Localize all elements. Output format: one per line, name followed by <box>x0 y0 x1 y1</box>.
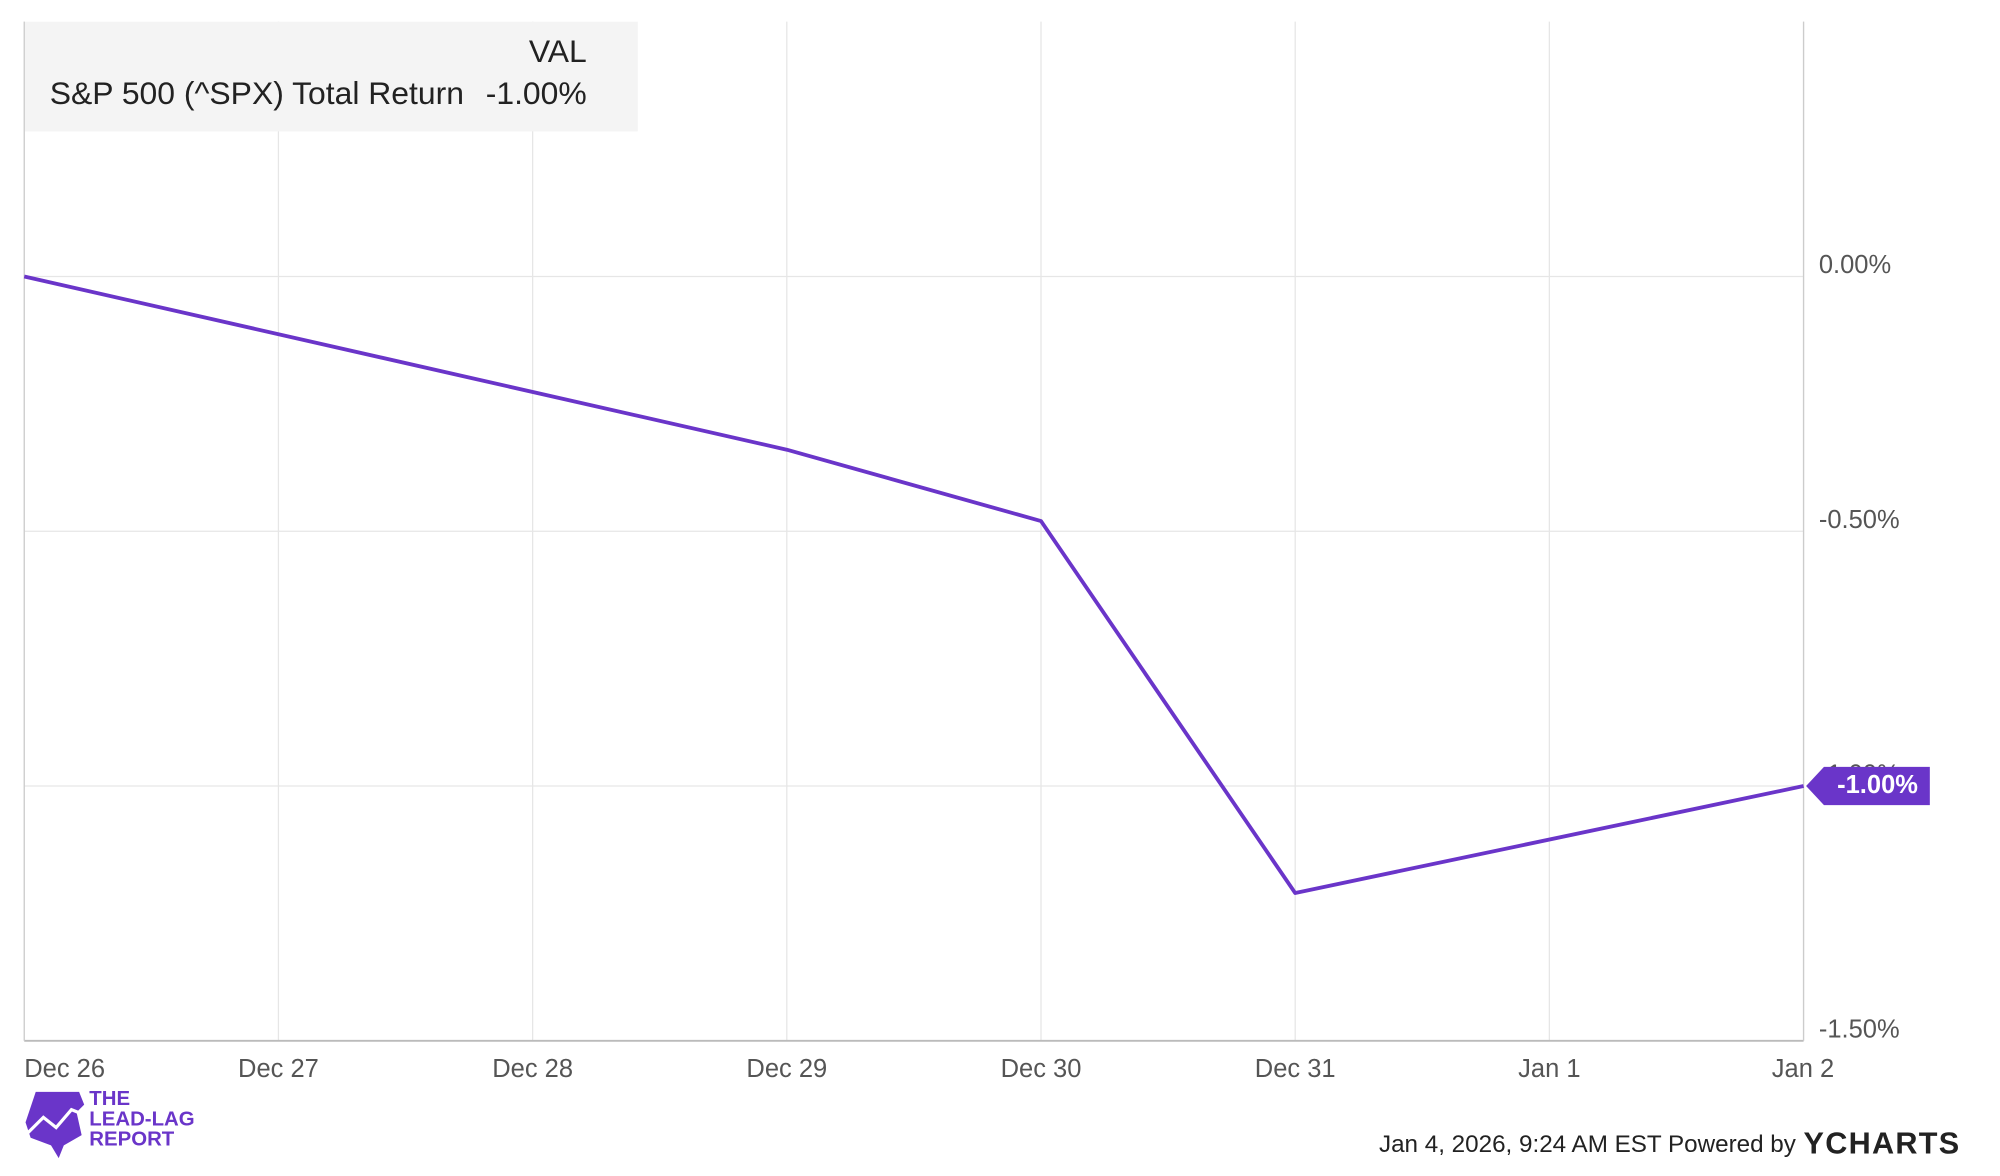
grid <box>23 21 1805 1042</box>
x-tick-label: Dec 26 <box>24 1055 105 1083</box>
y-tick-label: -0.50% <box>1819 506 1900 534</box>
logo-text: REPORT <box>89 1129 175 1151</box>
source-text: Jan 4, 2026, 9:24 AM EST Powered by <box>1379 1131 1797 1158</box>
logo-line <box>26 1107 85 1134</box>
logo-text: THE <box>89 1088 130 1110</box>
x-tick-label: Dec 28 <box>492 1055 573 1083</box>
legend-series-name: S&P 500 (^SPX) Total Return <box>50 75 464 111</box>
x-tick-label: Dec 29 <box>746 1055 827 1083</box>
x-tick-label: Dec 31 <box>1255 1055 1336 1083</box>
x-tick-label: Jan 1 <box>1518 1055 1580 1083</box>
brand: YCHARTS <box>1804 1126 1961 1160</box>
logo-text: LEAD-LAG <box>89 1108 194 1130</box>
y-tick-label: -1.50% <box>1819 1015 1900 1043</box>
legend-value: -1.00% <box>486 75 587 111</box>
x-tick-label: Jan 2 <box>1772 1055 1834 1083</box>
value-badge <box>1806 766 1930 806</box>
legend-header: VAL <box>529 33 587 69</box>
value-label: -1.00% <box>1837 771 1918 799</box>
line <box>23 274 1804 895</box>
logo: THE LEAD-LAG REPORT <box>25 1088 195 1159</box>
x-tick-label: Dec 30 <box>1001 1055 1082 1083</box>
y-tick-label: 0.00% <box>1819 251 1891 279</box>
x-tick-label: Dec 27 <box>238 1055 319 1083</box>
legend-box <box>24 21 638 132</box>
